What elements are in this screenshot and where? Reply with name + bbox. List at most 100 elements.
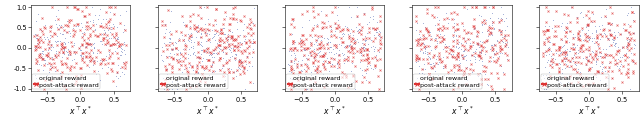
Point — [332, 62, 342, 65]
Point — [323, 42, 333, 44]
Point — [465, 88, 475, 90]
Point — [437, 24, 447, 26]
Point — [78, 35, 88, 37]
Point — [591, 57, 601, 59]
Point — [550, 25, 560, 27]
Point — [462, 66, 472, 68]
Point — [572, 16, 582, 18]
Point — [196, 44, 206, 46]
Point — [337, 76, 347, 78]
Point — [118, 61, 129, 63]
Point — [221, 53, 231, 55]
Point — [554, 71, 564, 73]
Point — [296, 39, 307, 41]
Point — [201, 65, 211, 67]
Point — [413, 42, 423, 44]
Point — [418, 81, 428, 83]
Point — [285, 47, 296, 49]
Point — [159, 42, 170, 44]
Point — [483, 78, 493, 80]
Point — [554, 70, 564, 72]
Point — [159, 88, 169, 90]
Point — [68, 29, 78, 31]
Point — [413, 88, 424, 90]
Point — [591, 53, 601, 55]
Point — [495, 64, 505, 66]
Point — [497, 36, 507, 38]
Point — [489, 44, 499, 46]
Point — [310, 39, 321, 41]
Point — [575, 62, 586, 64]
Point — [414, 57, 424, 59]
Point — [58, 51, 68, 53]
Point — [228, 49, 239, 51]
Point — [549, 43, 559, 45]
Point — [575, 50, 586, 52]
Legend: original reward, post-attack reward: original reward, post-attack reward — [159, 74, 228, 89]
Point — [86, 45, 96, 47]
Point — [559, 63, 569, 65]
Point — [449, 32, 459, 34]
Point — [302, 10, 312, 12]
Point — [454, 63, 464, 65]
Point — [52, 40, 62, 42]
Point — [471, 6, 481, 8]
Point — [491, 50, 501, 52]
Point — [312, 60, 323, 62]
Point — [214, 32, 225, 34]
Point — [495, 6, 506, 8]
Point — [287, 78, 298, 80]
Point — [366, 46, 376, 48]
Point — [237, 52, 248, 54]
Point — [74, 47, 84, 49]
Point — [157, 24, 167, 26]
Point — [584, 69, 595, 71]
Point — [228, 18, 238, 20]
Point — [570, 68, 580, 70]
Point — [436, 61, 446, 63]
Point — [592, 58, 602, 60]
Point — [629, 53, 639, 55]
Point — [470, 35, 481, 37]
Point — [601, 16, 611, 18]
Point — [240, 38, 250, 40]
Point — [99, 43, 109, 45]
Point — [419, 47, 429, 49]
Point — [502, 25, 513, 27]
Point — [113, 36, 124, 38]
Point — [247, 56, 257, 58]
Point — [421, 46, 431, 48]
Point — [48, 58, 58, 60]
Point — [363, 57, 373, 59]
Point — [57, 34, 67, 36]
Point — [294, 37, 305, 39]
Point — [413, 58, 423, 60]
Point — [355, 46, 365, 48]
Point — [477, 60, 488, 62]
Point — [422, 62, 433, 64]
Point — [51, 23, 61, 25]
Point — [426, 79, 436, 81]
Point — [444, 45, 454, 47]
Point — [185, 86, 195, 88]
Point — [226, 47, 236, 49]
Point — [593, 70, 603, 72]
Point — [36, 29, 46, 31]
Point — [343, 33, 353, 35]
X-axis label: $x^\top x^*$: $x^\top x^*$ — [196, 105, 219, 117]
Point — [52, 35, 62, 37]
Point — [465, 45, 476, 47]
Point — [564, 75, 575, 77]
Point — [208, 61, 218, 63]
Point — [609, 42, 620, 44]
Point — [480, 78, 490, 80]
Point — [621, 56, 632, 58]
Point — [437, 36, 447, 38]
Point — [323, 41, 333, 43]
Point — [346, 46, 356, 48]
Point — [541, 88, 552, 90]
Point — [35, 46, 45, 48]
Point — [551, 52, 561, 54]
Point — [112, 26, 122, 28]
Point — [85, 20, 95, 22]
